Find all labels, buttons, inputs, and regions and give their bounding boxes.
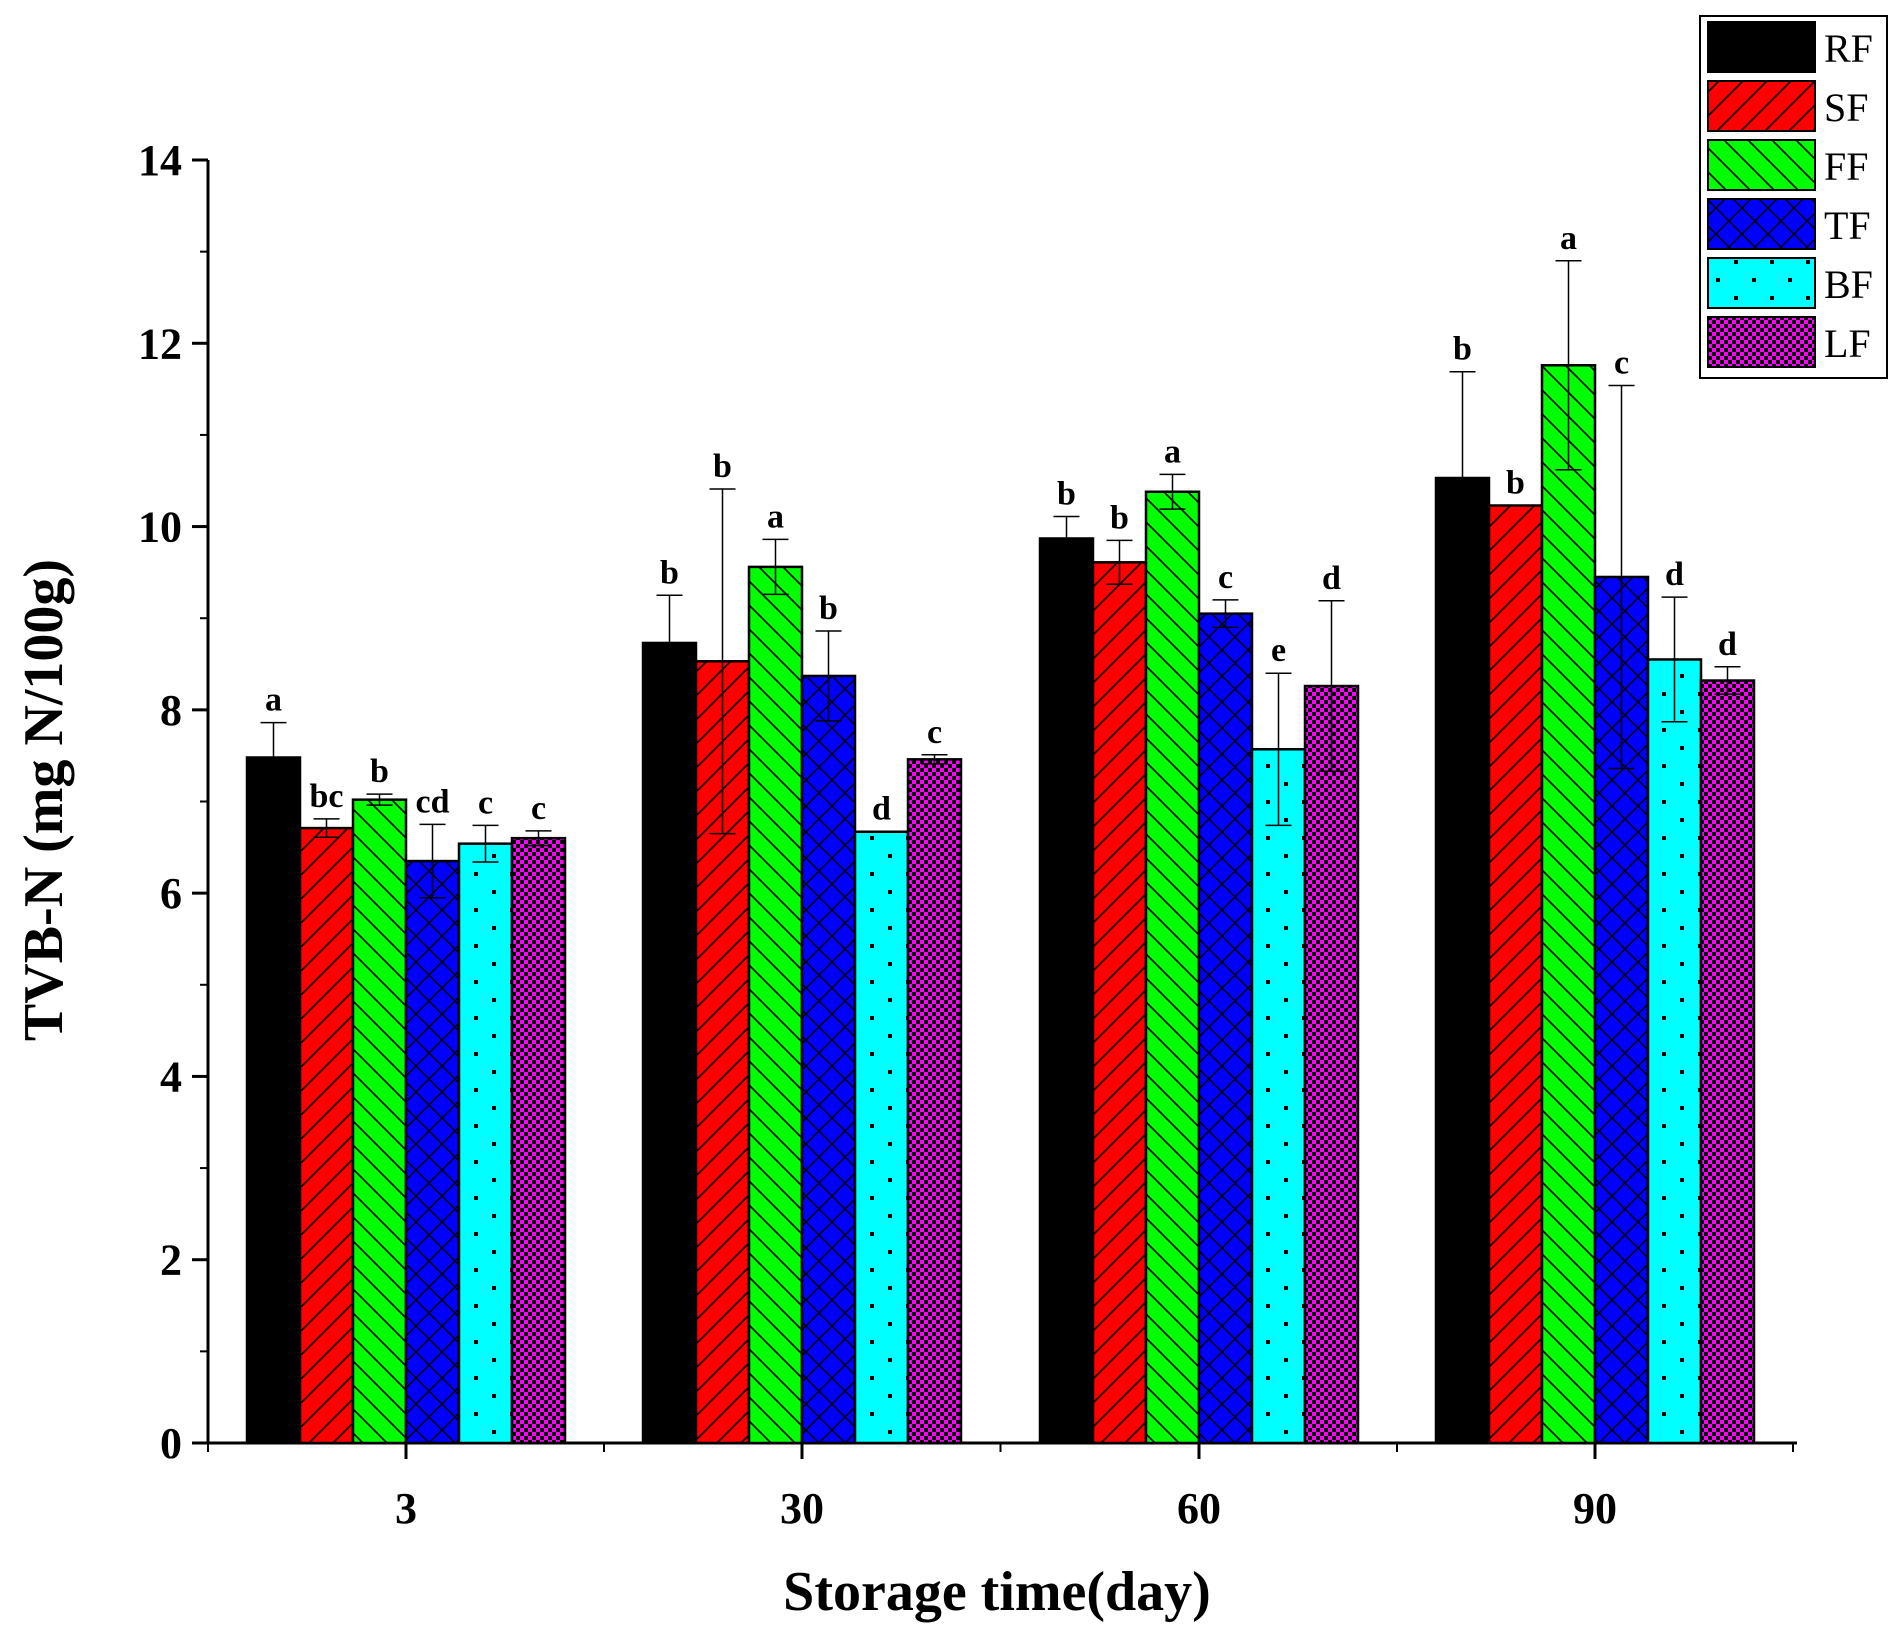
significance-label: d bbox=[872, 791, 891, 828]
bar-lf bbox=[1699, 679, 1756, 1445]
bar-ff bbox=[351, 798, 408, 1445]
significance-label: e bbox=[1271, 632, 1286, 669]
bar-bf bbox=[457, 842, 514, 1445]
bar-sf bbox=[1091, 561, 1148, 1445]
legend-swatch-sf bbox=[1707, 80, 1816, 132]
legend-swatch-bf bbox=[1707, 257, 1816, 309]
bar-rf bbox=[1434, 476, 1491, 1445]
x-axis-title: Storage time(day) bbox=[783, 1561, 1211, 1623]
y-tick-label: 0 bbox=[160, 1419, 182, 1468]
significance-label: b bbox=[1506, 464, 1525, 501]
significance-label: b bbox=[1453, 331, 1472, 368]
bar-sf bbox=[1487, 504, 1544, 1445]
bar-tf bbox=[404, 859, 461, 1445]
legend-label-sf: SF bbox=[1824, 85, 1869, 130]
y-tick-label: 6 bbox=[160, 869, 182, 918]
bar-ff bbox=[1144, 490, 1201, 1445]
legend-swatch-ff bbox=[1707, 139, 1816, 191]
bar-sf bbox=[298, 826, 355, 1445]
x-tick-label: 60 bbox=[1177, 1484, 1221, 1533]
legend: RF SF FF TF BF LF bbox=[1699, 15, 1888, 379]
significance-label: c bbox=[1218, 559, 1233, 596]
legend-swatch-lf bbox=[1707, 316, 1816, 368]
significance-label: cd bbox=[416, 783, 450, 820]
significance-label: b bbox=[819, 590, 838, 627]
significance-label: c bbox=[478, 784, 493, 821]
significance-label: b bbox=[660, 554, 679, 591]
bar-tf bbox=[1197, 612, 1254, 1445]
bar-rf bbox=[245, 756, 302, 1445]
bar-bf bbox=[853, 830, 910, 1445]
significance-label: c bbox=[531, 790, 546, 827]
significance-label: b bbox=[1057, 475, 1076, 512]
x-tick-label: 30 bbox=[780, 1484, 824, 1533]
legend-label-tf: TF bbox=[1824, 203, 1871, 248]
error-bars bbox=[260, 260, 1741, 899]
legend-label-ff: FF bbox=[1824, 144, 1869, 189]
significance-label: b bbox=[370, 753, 389, 790]
legend-swatch-tf bbox=[1707, 198, 1816, 250]
significance-label: a bbox=[1164, 433, 1181, 470]
significance-label: d bbox=[1322, 560, 1341, 597]
bar-lf bbox=[906, 758, 963, 1445]
y-tick-label: 12 bbox=[138, 319, 182, 368]
y-tick-label: 2 bbox=[160, 1236, 182, 1285]
significance-label: d bbox=[1718, 626, 1737, 663]
bars bbox=[245, 364, 1756, 1445]
bar-ff bbox=[747, 565, 804, 1445]
significance-label: d bbox=[1665, 556, 1684, 593]
x-tick-label: 90 bbox=[1573, 1484, 1617, 1533]
y-tick-label: 4 bbox=[160, 1052, 182, 1101]
significance-label: a bbox=[265, 682, 282, 719]
bar-rf bbox=[641, 641, 698, 1445]
legend-swatch-rf bbox=[1707, 21, 1816, 73]
legend-label-lf: LF bbox=[1824, 321, 1871, 366]
y-axis-title: TVB-N (mg N/100g) bbox=[13, 559, 75, 1041]
y-tick-label: 8 bbox=[160, 686, 182, 735]
significance-label: bc bbox=[310, 778, 344, 815]
y-tick-label: 14 bbox=[138, 136, 182, 185]
bar-lf bbox=[510, 836, 567, 1445]
significance-label: a bbox=[1560, 220, 1577, 257]
bar-rf bbox=[1038, 537, 1095, 1445]
significance-label: c bbox=[1614, 344, 1629, 381]
bar-ff bbox=[1540, 364, 1597, 1445]
bar-bf bbox=[1250, 748, 1307, 1445]
x-tick-label: 3 bbox=[395, 1484, 417, 1533]
significance-label: b bbox=[1110, 499, 1129, 536]
legend-label-bf: BF bbox=[1824, 262, 1873, 307]
significance-label: b bbox=[713, 448, 732, 485]
significance-label: a bbox=[767, 498, 784, 535]
significance-label: c bbox=[927, 714, 942, 751]
bar-tf bbox=[800, 674, 857, 1445]
bar-lf bbox=[1303, 684, 1360, 1445]
bar-bf bbox=[1646, 658, 1703, 1445]
axes: 0 2 4 6 8 10 12 14 3 30 60 90 bbox=[138, 136, 1797, 1533]
legend-label-rf: RF bbox=[1824, 26, 1873, 71]
y-tick-label: 10 bbox=[138, 503, 182, 552]
